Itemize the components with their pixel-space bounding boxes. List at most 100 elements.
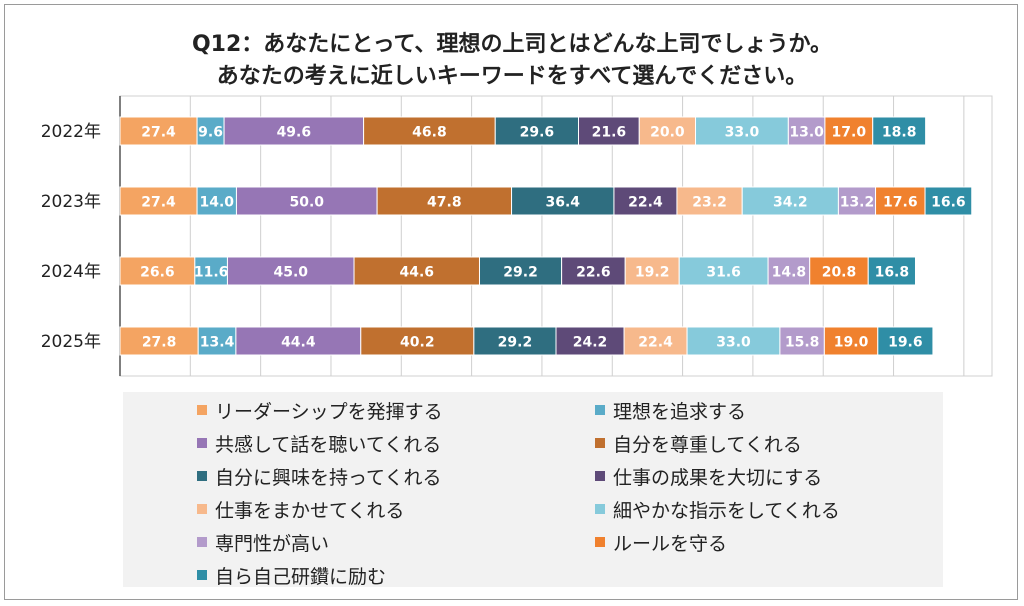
legend-swatch (197, 504, 207, 514)
bar-segment (494, 116, 580, 146)
bar-segment (578, 116, 640, 146)
bar-segment (623, 326, 688, 356)
data-label: 20.0 (650, 125, 685, 141)
bar-segment (741, 186, 839, 216)
data-label: 33.0 (716, 335, 751, 351)
legend-label: 仕事の成果を大切にする (613, 466, 823, 489)
data-label: 15.8 (785, 335, 820, 351)
bar-segment (809, 256, 869, 286)
data-label: 23.2 (692, 195, 727, 211)
bar-segment (197, 326, 237, 356)
data-label: 24.2 (573, 335, 608, 351)
data-label: 47.8 (427, 195, 462, 211)
bar-segment (473, 326, 557, 356)
data-label: 19.6 (888, 335, 923, 351)
legend-swatch (197, 471, 207, 481)
bar-segment (676, 186, 743, 216)
category-label: 2024年 (41, 262, 101, 282)
data-label: 20.8 (822, 265, 857, 281)
bar-segment (196, 186, 237, 216)
data-label: 31.6 (706, 265, 741, 281)
data-label: 19.0 (834, 335, 869, 351)
data-label: 13.4 (200, 335, 235, 351)
bar-segment (119, 186, 198, 216)
bar-segment (555, 326, 625, 356)
data-label: 16.8 (875, 265, 910, 281)
data-label: 18.8 (882, 125, 917, 141)
legend-label: 共感して話を聴いてくれる (215, 433, 442, 456)
data-label: 21.6 (592, 125, 627, 141)
bar-segment (872, 116, 927, 146)
data-label: 49.6 (277, 125, 312, 141)
bar-segment (875, 186, 926, 216)
category-label: 2023年 (41, 192, 101, 212)
legend-label: 細やかな指示をしてくれる (613, 499, 840, 522)
bar-segment (223, 116, 365, 146)
data-label: 33.0 (725, 125, 760, 141)
data-label: 50.0 (290, 195, 325, 211)
bar-segment (867, 256, 916, 286)
legend-swatch (197, 570, 207, 580)
data-label: 22.4 (628, 195, 663, 211)
chart-title-line1: Q12：あなたにとって、理想の上司とはどんな上司でしょうか。 (191, 32, 833, 57)
data-label: 40.2 (400, 335, 435, 351)
bar-segment (353, 256, 480, 286)
legend-item: 共感して話を聴いてくれる (197, 428, 441, 458)
legend-item: ルールを守る (595, 527, 727, 557)
bar-segment (226, 256, 355, 286)
data-label: 14.8 (772, 265, 807, 281)
data-label: 27.8 (142, 335, 177, 351)
legend-swatch (595, 537, 605, 547)
bar-segment (823, 326, 879, 356)
bar-segment (686, 326, 781, 356)
bar-segment (638, 116, 697, 146)
legend-label: リーダーシップを発揮する (215, 400, 443, 423)
legend-item: 細やかな指示をしてくれる (595, 494, 840, 524)
legend-swatch (197, 405, 207, 415)
legend-swatch (197, 537, 207, 547)
legend-item: 自ら自己研鑽に励む (197, 560, 386, 590)
bar-segment (624, 256, 680, 286)
data-label: 29.6 (520, 125, 555, 141)
data-label: 44.4 (281, 335, 316, 351)
legend-swatch (197, 438, 207, 448)
data-label: 16.6 (931, 195, 966, 211)
legend-swatch (595, 438, 605, 448)
legend-label: 自分に興味を持ってくれる (215, 466, 442, 489)
legend-item: 理想を追求する (595, 395, 746, 425)
legend-label: ルールを守る (613, 532, 728, 555)
bar-segment (924, 186, 973, 216)
data-label: 44.6 (399, 265, 434, 281)
data-label: 26.6 (140, 265, 175, 281)
data-label: 36.4 (545, 195, 580, 211)
bar-segment (194, 256, 228, 286)
data-label: 17.6 (883, 195, 918, 211)
data-label: 9.6 (198, 125, 223, 141)
legend-label: 仕事をまかせてくれる (215, 499, 405, 522)
data-label: 27.4 (141, 195, 176, 211)
bar-segment (613, 186, 678, 216)
data-label: 29.2 (498, 335, 533, 351)
legend-item: 仕事をまかせてくれる (197, 494, 404, 524)
legend-swatch (595, 405, 605, 415)
category-label: 2022年 (41, 122, 101, 142)
data-label: 46.8 (412, 125, 447, 141)
data-label: 19.2 (635, 265, 670, 281)
bar-segment (695, 116, 789, 146)
data-label: 45.0 (273, 265, 308, 281)
data-label: 13.0 (789, 125, 824, 141)
data-label: 11.6 (194, 265, 229, 281)
legend-item: 自分を尊重してくれる (595, 428, 802, 458)
bar-segment (824, 116, 874, 146)
chart-title-line2: あなたの考えに近しいキーワードをすべて選んでください。 (216, 64, 808, 89)
bar-segment (360, 326, 475, 356)
legend-swatch (595, 471, 605, 481)
bar-segment (235, 326, 362, 356)
bar-segment (363, 116, 496, 146)
bar-segment (119, 116, 198, 146)
data-label: 14.0 (199, 195, 234, 211)
bar-segment (511, 186, 615, 216)
data-label: 29.2 (503, 265, 538, 281)
legend-item: 自分に興味を持ってくれる (197, 461, 441, 491)
